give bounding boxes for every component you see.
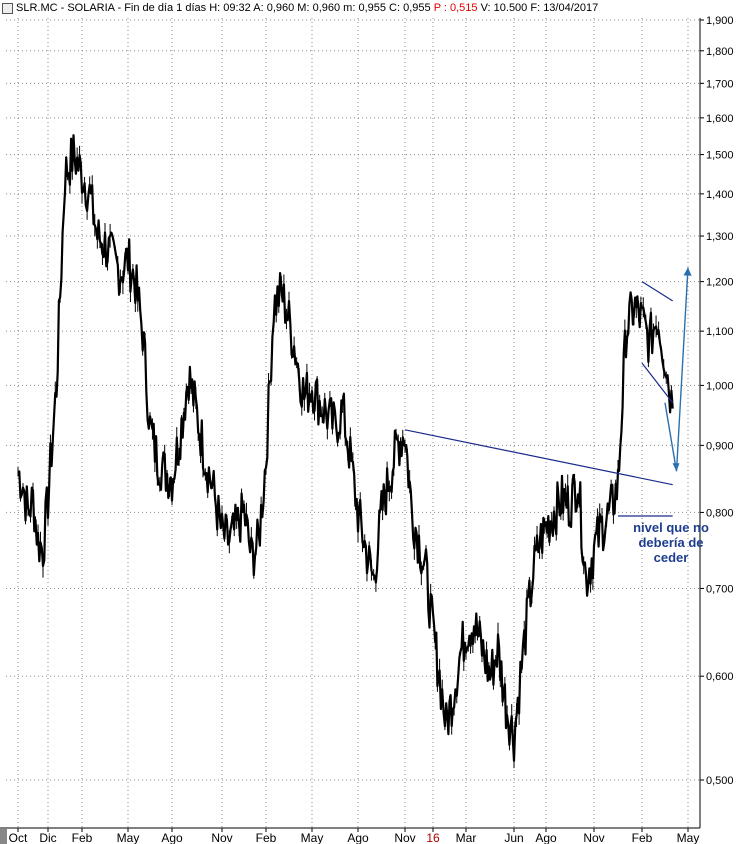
y-tick-label-10: 0,900 (706, 440, 734, 452)
y-tick-label-7: 1,200 (706, 277, 734, 289)
annotation-text: nivel que no debería de ceder (620, 520, 722, 565)
x-tick-label-9: Nov (394, 831, 415, 844)
header-open: A: 0,960 (253, 2, 295, 14)
x-tick-label-0: Oct (9, 831, 28, 844)
x-tick-label-3: May (117, 831, 140, 844)
x-tick-label-5: Nov (211, 831, 232, 844)
grid-layer (6, 18, 700, 828)
y-tick-label-4: 1,500 (706, 150, 734, 162)
y-tick-label-6: 1,300 (706, 231, 734, 243)
y-tick-label-0: 1,900 (706, 15, 734, 27)
header-time: H: 09:32 (209, 2, 251, 14)
annotation-line-2: debería de (638, 535, 704, 550)
x-tick-label-2: Feb (72, 831, 93, 844)
x-tick-label-1: Dic (39, 831, 56, 844)
x-tick-label-7: May (301, 831, 324, 844)
x-tick-label-10: 16 (426, 831, 440, 844)
x-tick-label-12: Jun (504, 831, 523, 844)
projection-arrow-mid-head (672, 463, 680, 472)
x-tick-label-13: Ago (535, 831, 557, 844)
x-tick-label-8: Ago (347, 831, 369, 844)
header-p: P : 0,515 (433, 2, 478, 14)
y-tick-label-11: 0,800 (706, 507, 734, 519)
y-tick-label-5: 1,400 (706, 189, 734, 201)
chart-header: SLR.MC - SOLARIA - Fin de día 1 días H: … (0, 0, 705, 16)
axis-layer: 1,900 1,800 1,700 1,600 1,500 1,400 1,300 1,200… (0, 15, 734, 844)
y-tick-label-2: 1,700 (706, 78, 734, 90)
y-tick-label-13: 0,600 (706, 671, 734, 683)
header-close: C: 0,955 (389, 2, 431, 14)
y-tick-label-8: 1,100 (706, 326, 734, 338)
price-layer (17, 134, 674, 769)
x-tick-label-11: Mar (456, 831, 477, 844)
trendline-2 (641, 362, 674, 404)
y-tick-label-1: 1,800 (706, 46, 734, 58)
annotation-line-1: nivel que no (633, 520, 709, 535)
x-tick-label-15: Feb (632, 831, 653, 844)
annotation-line-3: ceder (653, 550, 689, 565)
price-series-line (17, 134, 674, 762)
header-symbol: SLR.MC - SOLARIA - Fin de día 1 días (16, 2, 207, 14)
y-tick-label-14: 0,500 (706, 775, 734, 787)
chart-menu-icon[interactable] (2, 2, 13, 14)
x-tick-label-4: Ago (161, 831, 183, 844)
header-low: m: 0,955 (343, 2, 386, 14)
x-tick-label-16: May (677, 831, 700, 844)
projection-arrow-head (683, 267, 692, 276)
y-tick-label-3: 1,600 (706, 113, 734, 125)
trendline-0 (404, 429, 673, 486)
y-tick-label-12: 0,700 (706, 583, 734, 595)
header-high: M: 0,960 (297, 2, 341, 14)
header-volume: V: 10.500 (480, 2, 528, 14)
x-tick-label-14: Nov (583, 831, 604, 844)
x-tick-label-6: Feb (256, 831, 277, 844)
trendline-1 (641, 281, 673, 302)
trendline-layer (404, 267, 692, 517)
y-tick-label-9: 1,000 (706, 380, 734, 392)
scroll-corner[interactable] (0, 829, 7, 844)
header-date: F: 13/04/2017 (530, 2, 599, 14)
